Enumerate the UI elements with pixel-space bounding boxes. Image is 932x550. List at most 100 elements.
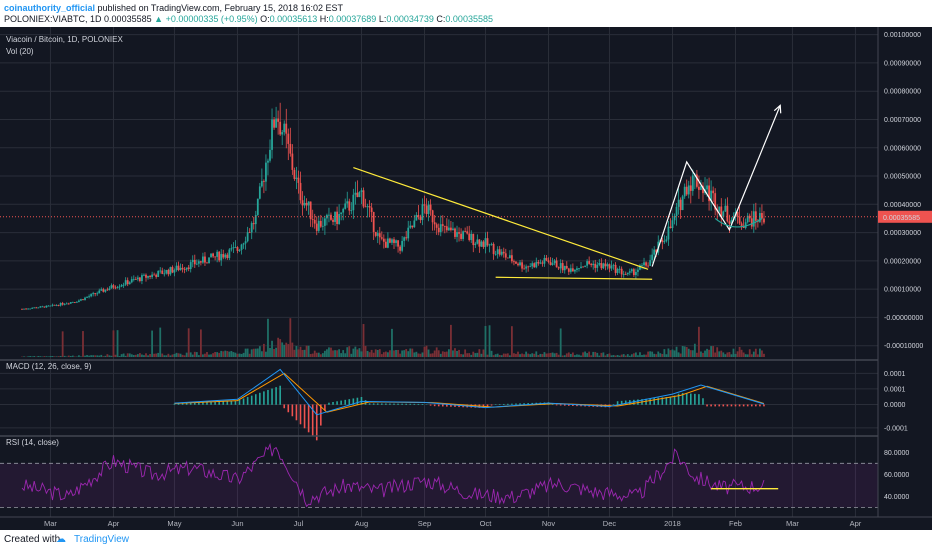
price-candle bbox=[752, 211, 755, 227]
volume-bar bbox=[441, 351, 444, 357]
price-candle bbox=[41, 306, 44, 308]
price-candle bbox=[92, 293, 95, 295]
price-candle bbox=[37, 307, 40, 309]
macd-histogram-bar bbox=[189, 402, 192, 405]
macd-histogram-bar bbox=[222, 401, 225, 405]
volume-bar bbox=[563, 355, 566, 357]
volume-bar bbox=[372, 352, 375, 357]
volume-bar bbox=[695, 352, 698, 357]
tradingview-logo-icon[interactable]: ☁ bbox=[56, 534, 66, 545]
macd-histogram-bar bbox=[755, 404, 757, 407]
macd-histogram-bar bbox=[620, 400, 623, 405]
volume-bar bbox=[47, 356, 50, 357]
price-candle bbox=[57, 305, 60, 306]
price-candle bbox=[468, 233, 471, 241]
volume-bar bbox=[580, 355, 582, 357]
volume-bar bbox=[71, 355, 74, 357]
time-axis[interactable]: Mar Apr May Jun Jul Aug Sep Oct Nov Dec 2018 Feb Mar… bbox=[0, 516, 932, 528]
price-candle bbox=[763, 218, 765, 223]
price-candle bbox=[720, 206, 723, 217]
price-candle bbox=[608, 264, 611, 269]
volume-bar bbox=[567, 352, 570, 357]
volume-bar bbox=[238, 353, 241, 357]
macd-histogram-bar bbox=[198, 402, 200, 405]
volume-bar bbox=[456, 350, 458, 357]
volume-bar bbox=[624, 355, 627, 357]
volume-bar bbox=[358, 348, 361, 357]
volume-bar bbox=[667, 348, 670, 357]
price-candle bbox=[596, 264, 599, 268]
volume-bar bbox=[488, 325, 491, 357]
rsi-line bbox=[21, 442, 765, 508]
volume-bar bbox=[90, 355, 93, 357]
last-price-badge bbox=[878, 210, 932, 223]
volume-bar bbox=[683, 346, 686, 357]
volume-bar bbox=[364, 345, 367, 357]
price-candle bbox=[439, 224, 442, 233]
drawing-tools[interactable] bbox=[353, 104, 782, 280]
macd-histogram-bar bbox=[763, 404, 765, 407]
price-candle bbox=[610, 265, 613, 269]
author-link[interactable]: coinauthority_official bbox=[4, 3, 96, 13]
macd-histogram-bar bbox=[177, 403, 180, 405]
price-candle bbox=[630, 269, 633, 272]
price-candle bbox=[513, 261, 515, 263]
price-candle bbox=[291, 153, 294, 170]
volume-bar bbox=[256, 348, 259, 357]
price-candle bbox=[622, 274, 625, 275]
tradingview-link[interactable]: TradingView bbox=[74, 534, 130, 545]
price-axis[interactable]: 0.00100000 0.00090000 0.00080000 0.00070000… bbox=[877, 27, 932, 530]
volume-bar bbox=[661, 353, 664, 357]
volume-bar bbox=[460, 354, 462, 357]
volume-bar bbox=[637, 355, 639, 357]
price-candle bbox=[45, 305, 48, 308]
price-candle bbox=[94, 293, 97, 295]
volume-bar bbox=[437, 350, 440, 357]
macd-histogram-bar bbox=[376, 403, 379, 405]
price-candle bbox=[234, 247, 237, 248]
volume-bar bbox=[742, 352, 745, 357]
volume-bar bbox=[704, 350, 706, 357]
pane-separators[interactable] bbox=[0, 359, 932, 437]
price-candle bbox=[295, 177, 298, 179]
volume-bar bbox=[204, 353, 206, 357]
volume-bar bbox=[61, 331, 64, 357]
price-candle bbox=[273, 119, 275, 128]
macd-histogram-bar bbox=[515, 403, 517, 405]
volume-bar bbox=[165, 355, 168, 357]
macd-tick-label: 0.0000 bbox=[884, 402, 906, 409]
volume-bar bbox=[338, 349, 341, 357]
price-candle bbox=[649, 260, 652, 266]
time-tick-label: Mar bbox=[786, 519, 799, 528]
price-candle bbox=[637, 269, 639, 272]
price-candle bbox=[561, 263, 564, 271]
chart-area[interactable]: 0.00100000 0.00090000 0.00080000 0.00070000… bbox=[0, 27, 932, 530]
macd-histogram-bar bbox=[523, 403, 525, 405]
volume-bar bbox=[588, 351, 591, 357]
volume-bar bbox=[248, 353, 251, 357]
macd-histogram-bar bbox=[393, 403, 395, 405]
macd-histogram-bar bbox=[324, 404, 326, 411]
price-candle bbox=[159, 270, 162, 272]
volume-bar bbox=[250, 349, 253, 357]
chart-canvas[interactable]: 0.00100000 0.00090000 0.00080000 0.00070000… bbox=[0, 27, 932, 530]
time-tick-label: Oct bbox=[480, 519, 493, 528]
macd-histogram-bar bbox=[494, 404, 497, 405]
price-candle bbox=[661, 239, 664, 243]
price-candle bbox=[614, 264, 617, 273]
volume-bar bbox=[246, 348, 249, 357]
macd-histogram-bar bbox=[446, 404, 448, 407]
price-candle bbox=[189, 262, 192, 270]
volume-bar bbox=[191, 354, 194, 357]
volume-indicator-label: Vol (20) bbox=[6, 47, 34, 56]
time-tick-label: Jul bbox=[294, 519, 304, 528]
volume-bar bbox=[490, 350, 493, 357]
price-candle bbox=[134, 279, 137, 280]
volume-bar bbox=[687, 348, 690, 357]
up-triangle-icon: ▲ bbox=[154, 14, 164, 24]
volume-bar bbox=[189, 352, 192, 357]
price-candle bbox=[545, 257, 548, 261]
volume-bar bbox=[612, 355, 615, 357]
price-candle bbox=[98, 290, 101, 294]
volume-bar bbox=[635, 352, 637, 357]
